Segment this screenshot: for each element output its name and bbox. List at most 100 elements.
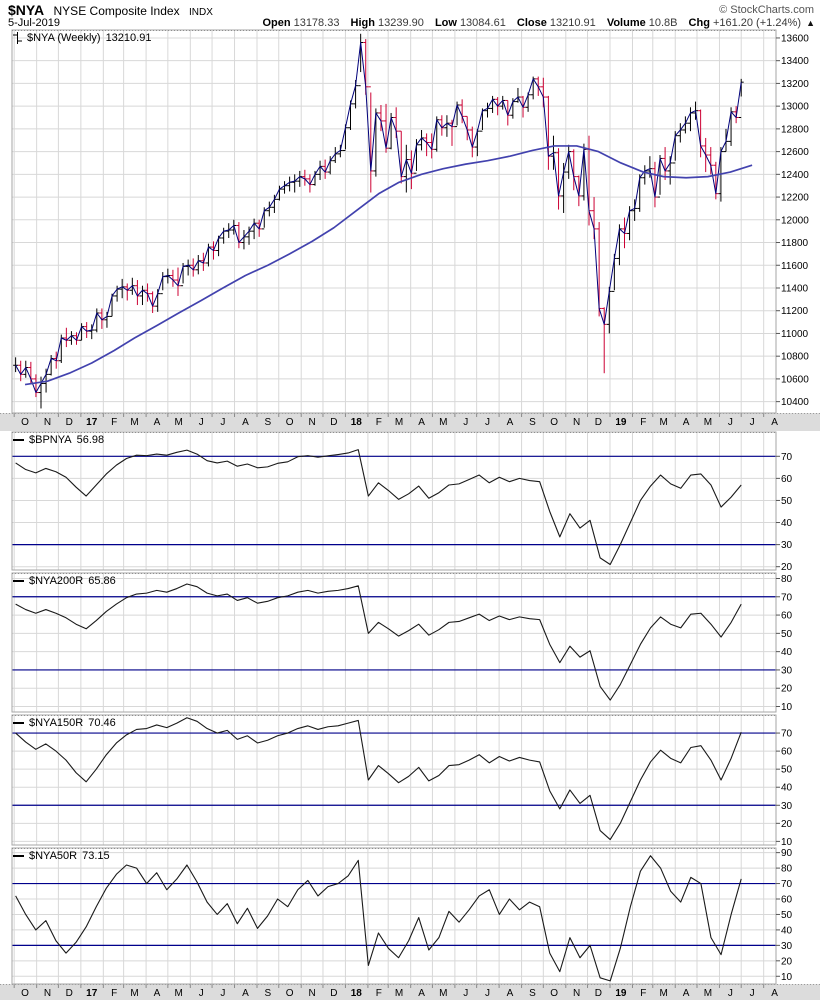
low-label: Low — [434, 17, 457, 29]
indicator-legend-value: 73.15 — [82, 850, 110, 862]
svg-text:12200: 12200 — [781, 193, 809, 204]
svg-text:70: 70 — [781, 879, 793, 890]
svg-text:10800: 10800 — [781, 352, 809, 363]
main-legend-value: 13210.91 — [105, 32, 152, 44]
svg-text:80: 80 — [781, 574, 793, 585]
svg-text:M: M — [659, 988, 667, 999]
svg-text:F: F — [376, 988, 382, 999]
svg-text:N: N — [573, 988, 580, 999]
main-price-panel: 13600 13400 13200 13000 12800 12600 12400 12200… — [11, 29, 809, 414]
low-value: 13084.61 — [459, 17, 506, 29]
svg-text:O: O — [286, 988, 294, 999]
svg-text:50: 50 — [781, 910, 793, 921]
close-value: 13210.91 — [549, 17, 596, 29]
nya150r-legend: $NYA150R 70.46 — [13, 717, 116, 729]
indicator-panel-bpnya: 70 60 50 40 30 20 — [11, 431, 793, 573]
svg-text:90: 90 — [781, 848, 793, 859]
svg-text:M: M — [439, 988, 447, 999]
line-legend-swatch — [13, 580, 24, 582]
svg-text:80: 80 — [781, 864, 793, 875]
symbol: $NYA — [8, 2, 45, 18]
svg-text:13400: 13400 — [781, 56, 809, 67]
svg-text:30: 30 — [781, 941, 793, 952]
svg-text:S: S — [265, 417, 272, 428]
svg-text:J: J — [728, 988, 733, 999]
svg-text:D: D — [595, 417, 602, 428]
change-up-icon: ▲ — [806, 18, 815, 28]
svg-text:D: D — [330, 988, 337, 999]
indicator-legend-value: 65.86 — [88, 575, 116, 587]
indicator-legend-value: 70.46 — [88, 717, 116, 729]
svg-text:M: M — [130, 417, 138, 428]
svg-text:A: A — [242, 417, 249, 428]
svg-text:S: S — [529, 417, 536, 428]
svg-text:S: S — [529, 988, 536, 999]
svg-text:60: 60 — [781, 747, 793, 758]
svg-text:12400: 12400 — [781, 170, 809, 181]
svg-text:12800: 12800 — [781, 124, 809, 135]
svg-text:30: 30 — [781, 540, 793, 551]
svg-text:M: M — [395, 988, 403, 999]
svg-text:A: A — [418, 417, 425, 428]
svg-text:A: A — [771, 417, 778, 428]
svg-text:40: 40 — [781, 783, 793, 794]
line-legend-swatch — [13, 722, 24, 724]
svg-text:J: J — [485, 417, 490, 428]
index-name: NYSE Composite Index — [53, 4, 180, 18]
svg-text:30: 30 — [781, 665, 793, 676]
line-legend-swatch — [13, 439, 24, 441]
nya50r-legend: $NYA50R 73.15 — [13, 850, 110, 862]
svg-text:A: A — [683, 417, 690, 428]
svg-text:50: 50 — [781, 629, 793, 640]
date-axis-strip-2: O N D 17 F M A M J J A S O N D 18 F M A M J J A S O N D 19 F M A M J J A — [0, 984, 820, 1000]
svg-text:60: 60 — [781, 895, 793, 906]
bpnya-legend: $BPNYA 56.98 — [13, 434, 104, 446]
svg-text:20: 20 — [781, 819, 793, 830]
svg-text:O: O — [21, 988, 29, 999]
svg-text:F: F — [111, 417, 117, 428]
ohlc-legend-icon — [13, 32, 22, 44]
indicator-panel-nya150r: 70 60 50 40 30 20 10 — [11, 714, 793, 848]
svg-text:D: D — [66, 417, 73, 428]
svg-text:11000: 11000 — [781, 329, 809, 340]
svg-text:70: 70 — [781, 729, 793, 740]
volume-label: Volume — [606, 17, 646, 29]
svg-text:O: O — [286, 417, 294, 428]
svg-text:10600: 10600 — [781, 374, 809, 385]
svg-text:M: M — [659, 417, 667, 428]
svg-text:11800: 11800 — [781, 238, 809, 249]
svg-text:13200: 13200 — [781, 79, 809, 90]
high-label: High — [350, 17, 375, 29]
nya50r-line — [15, 855, 742, 982]
svg-text:20: 20 — [781, 956, 793, 967]
indicator-panel-nya50r: 90 80 70 60 50 40 30 20 10 — [11, 847, 793, 985]
change-label: Chg — [688, 17, 710, 29]
svg-text:A: A — [242, 988, 249, 999]
svg-text:O: O — [550, 417, 558, 428]
svg-text:A: A — [154, 988, 161, 999]
svg-text:A: A — [154, 417, 161, 428]
svg-text:M: M — [175, 417, 183, 428]
svg-text:60: 60 — [781, 474, 793, 485]
svg-text:M: M — [439, 417, 447, 428]
svg-text:J: J — [485, 988, 490, 999]
svg-text:M: M — [704, 988, 712, 999]
main-legend-label: $NYA (Weekly) — [27, 32, 101, 44]
svg-text:A: A — [507, 988, 514, 999]
svg-text:11400: 11400 — [781, 283, 809, 294]
indicator-panel-nya200r: 80 70 60 50 40 30 20 10 — [11, 572, 793, 713]
svg-text:70: 70 — [781, 592, 793, 603]
svg-text:10: 10 — [781, 972, 793, 983]
svg-text:J: J — [750, 988, 755, 999]
svg-text:12600: 12600 — [781, 147, 809, 158]
svg-text:19: 19 — [615, 988, 627, 999]
high-value: 13239.90 — [377, 17, 424, 29]
nya150r-line — [15, 717, 742, 841]
svg-text:11600: 11600 — [781, 261, 809, 272]
svg-text:M: M — [704, 417, 712, 428]
svg-text:N: N — [44, 988, 51, 999]
line-legend-swatch — [13, 855, 24, 857]
svg-text:M: M — [130, 988, 138, 999]
svg-text:N: N — [308, 988, 315, 999]
close-label: Close — [516, 17, 547, 29]
